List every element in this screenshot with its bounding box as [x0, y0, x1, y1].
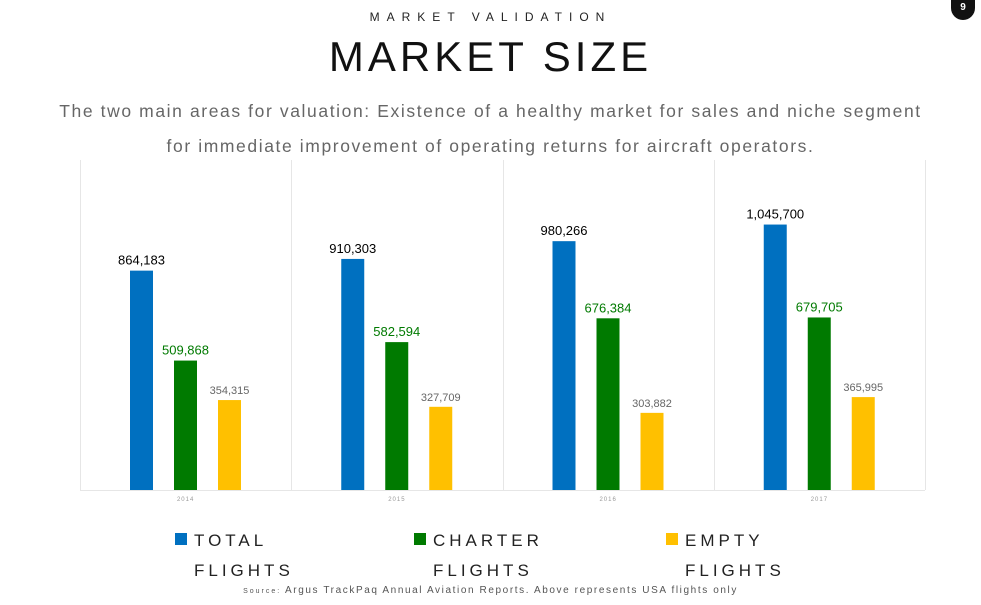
bar-2016-2: [640, 412, 664, 490]
legend-item-empty: EMPTY FLIGHTS: [666, 526, 905, 586]
data-label-2016-1: 676,384: [585, 300, 632, 315]
legend-label-line2: FLIGHTS: [685, 561, 785, 580]
page-title: MARKET SIZE: [328, 33, 653, 80]
subtitle-line-2: for immediate improvement of operating r…: [166, 136, 815, 156]
data-label-2015-2: 327,709: [421, 392, 461, 404]
data-label-2016-2: 303,882: [632, 398, 672, 410]
bar-2017-0: [763, 224, 787, 490]
bar-2014-2: [218, 400, 241, 490]
legend-label-line2: FLIGHTS: [194, 561, 294, 580]
data-label-2014-1: 509,868: [162, 343, 209, 358]
page-number-badge: 9: [951, 0, 975, 20]
legend-label-line1: TOTAL: [194, 531, 268, 550]
x-tick-label-2015: 2015: [388, 497, 405, 503]
bar-2016-0: [552, 241, 576, 490]
legend-label-line1: CHARTER: [433, 531, 543, 550]
source-note: Source: Argus TrackPaq Annual Aviation R…: [0, 585, 981, 596]
x-tick-label-2017: 2017: [811, 497, 828, 503]
market-size-bar-chart: 864,183 509,868 354,315 2014 910,303 582,594 3…: [80, 160, 926, 503]
section-kicker: MARKET VALIDATION: [369, 10, 612, 24]
bar-2014-0: [130, 270, 153, 490]
bar-2015-2: [429, 406, 453, 490]
subtitle-line-1: The two main areas for valuation: Existe…: [59, 101, 922, 121]
x-tick-label-2016: 2016: [599, 497, 616, 503]
bar-2014-1: [174, 360, 197, 490]
data-label-2017-2: 365,995: [843, 382, 883, 394]
source-label: Source:: [243, 588, 282, 595]
data-label-2015-1: 582,594: [373, 324, 420, 339]
page-subtitle: The two main areas for valuation: Existe…: [30, 94, 951, 164]
bar-2017-1: [807, 317, 831, 490]
legend-label-line2: FLIGHTS: [433, 561, 533, 580]
bar-2017-2: [851, 397, 875, 490]
bar-2015-1: [385, 342, 409, 490]
data-label-2015-0: 910,303: [329, 241, 376, 256]
legend-swatch-charter: [414, 533, 426, 545]
data-label-2014-0: 864,183: [118, 253, 165, 268]
source-text: Argus TrackPaq Annual Aviation Reports. …: [285, 585, 738, 596]
legend-swatch-empty: [666, 533, 678, 545]
data-label-2017-0: 1,045,700: [746, 207, 804, 222]
data-label-2016-0: 980,266: [541, 223, 588, 238]
legend-label-line1: EMPTY: [685, 531, 764, 550]
bars-layer: 864,183 509,868 354,315 2014 910,303 582,594 3…: [80, 160, 926, 503]
data-label-2017-1: 679,705: [796, 299, 843, 314]
chart-legend: TOTAL FLIGHTS CHARTER FLIGHTS EMPTY FLIG…: [0, 526, 981, 586]
data-label-2014-2: 354,315: [210, 385, 250, 397]
bar-2015-0: [341, 258, 365, 490]
legend-swatch-total: [175, 533, 187, 545]
bar-2016-1: [596, 318, 620, 490]
x-tick-label-2014: 2014: [177, 497, 194, 503]
legend-item-total: TOTAL FLIGHTS: [175, 526, 414, 586]
legend-item-charter: CHARTER FLIGHTS: [414, 526, 653, 586]
